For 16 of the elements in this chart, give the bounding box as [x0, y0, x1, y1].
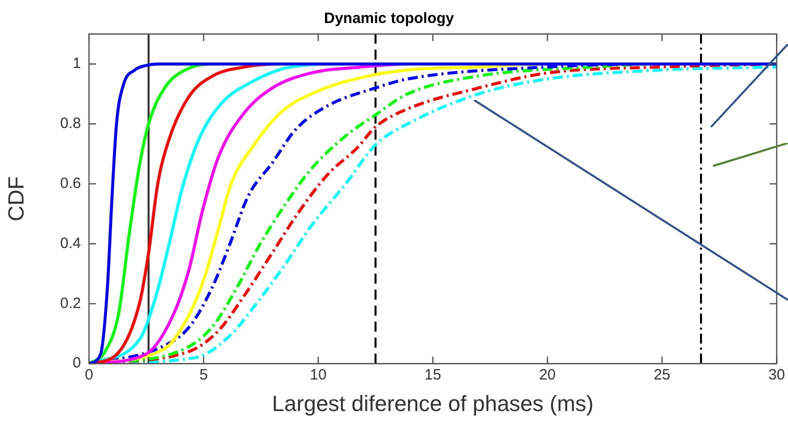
x-tick-label: 25: [654, 366, 670, 384]
y-tick-label: 0.4: [60, 234, 81, 252]
x-tick-label: 20: [539, 366, 556, 384]
chart-title: Dynamic topology: [324, 10, 455, 28]
x-tick-label: 5: [199, 366, 208, 384]
y-axis-title: CDF: [3, 176, 28, 222]
y-tick-label: 0.6: [60, 174, 81, 192]
x-tick-label: 0: [84, 366, 94, 384]
y-tick-label: 1: [72, 55, 81, 72]
x-axis-title: Largest diference of phases (ms): [272, 390, 594, 416]
y-tick-label: 0.8: [60, 115, 81, 132]
x-tick-label: 10: [310, 366, 327, 384]
x-tick-label: 15: [424, 366, 442, 384]
y-tick-label: 0.2: [60, 294, 81, 312]
y-tick-label: 0: [72, 354, 81, 372]
x-tick-label: 30: [768, 366, 785, 384]
